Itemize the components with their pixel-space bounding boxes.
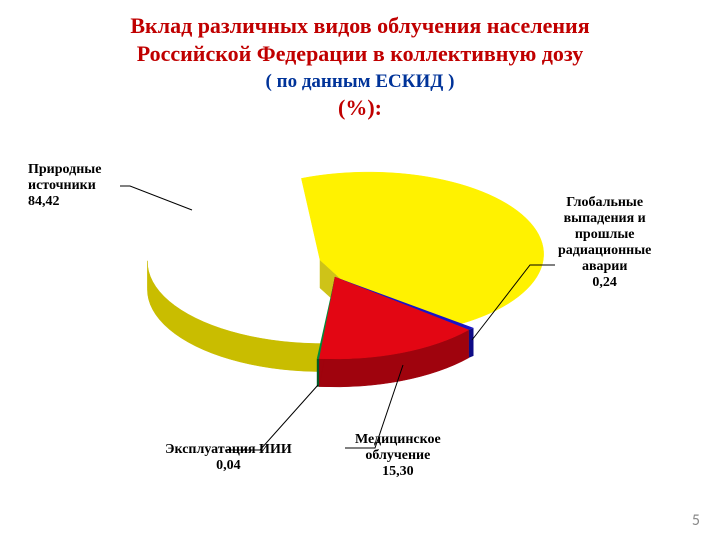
label-global-l4: радиационные: [558, 243, 651, 258]
label-global: Глобальные выпадения и прошлые радиацион…: [558, 195, 651, 292]
label-natural-l1: Природные: [28, 162, 101, 177]
label-medical: Медицинское облучение 15,30: [355, 432, 441, 480]
label-iii-l1: Эксплуатация ИИИ: [165, 442, 292, 457]
label-global-l5: аварии: [582, 259, 627, 274]
title-pct: (%):: [0, 95, 720, 121]
title-sub: ( по данным ЕСКИД ): [0, 71, 720, 93]
label-natural-val: 84,42: [28, 194, 60, 209]
page-number: 5: [692, 511, 700, 530]
slide: Вклад различных видов облучения населени…: [0, 0, 720, 540]
label-iii: Эксплуатация ИИИ 0,04: [165, 442, 292, 474]
label-medical-l1: Медицинское: [355, 432, 441, 447]
label-global-val: 0,24: [592, 275, 617, 290]
title-block: Вклад различных видов облучения населени…: [0, 12, 720, 121]
slice-iii-side: [317, 359, 319, 387]
label-global-l2: выпадения и: [564, 211, 646, 226]
slice-global-side: [469, 328, 474, 358]
title-main: Вклад различных видов облучения населени…: [0, 12, 720, 67]
label-medical-l2: облучение: [365, 448, 430, 463]
title-line1: Вклад различных видов облучения населени…: [130, 13, 589, 38]
title-line2: Российской Федерации в коллективную дозу: [137, 41, 584, 66]
label-medical-val: 15,30: [382, 464, 414, 479]
label-iii-val: 0,04: [216, 458, 241, 473]
label-natural-l2: источники: [28, 178, 96, 193]
label-natural: Природные источники 84,42: [28, 162, 101, 210]
label-global-l1: Глобальные: [566, 195, 643, 210]
label-global-l3: прошлые: [575, 227, 635, 242]
